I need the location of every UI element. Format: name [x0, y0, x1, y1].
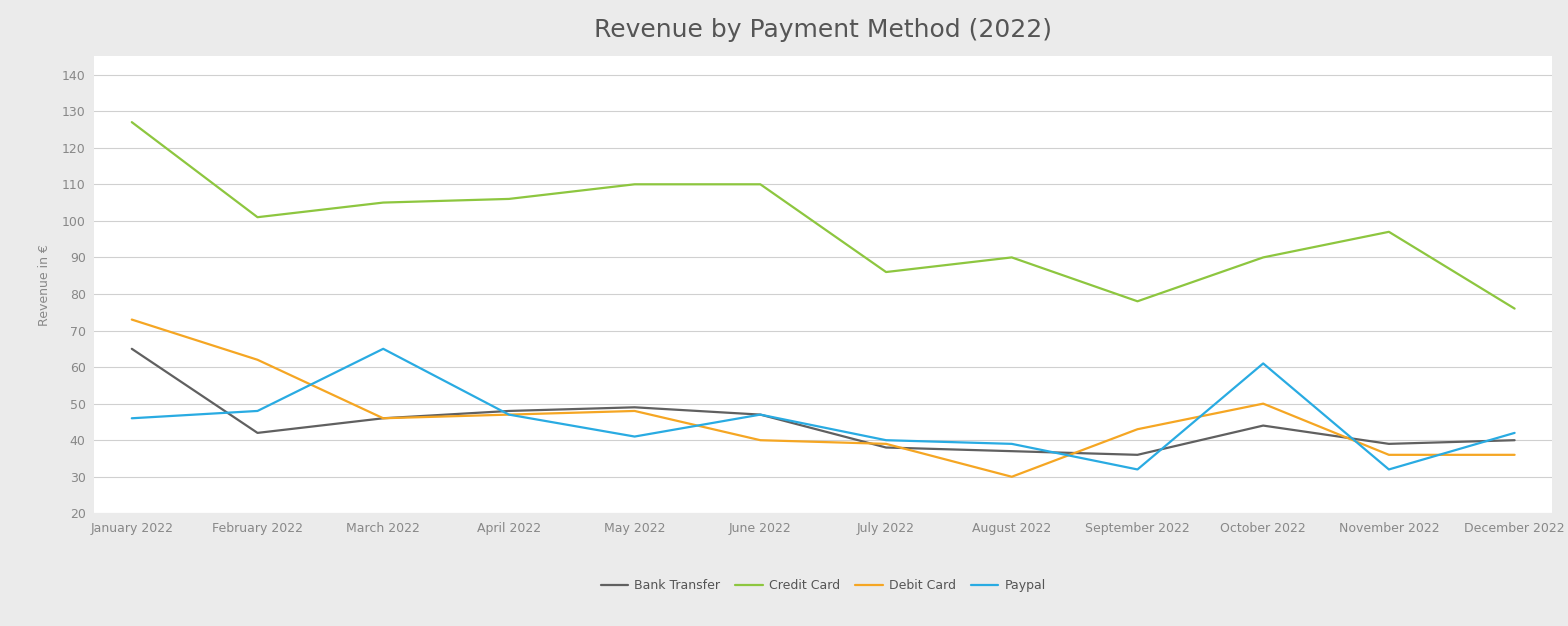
- Paypal: [248, 407, 267, 414]
- Credit Card: [1505, 305, 1524, 312]
- Bank Transfer: [1127, 451, 1146, 459]
- Paypal: [122, 414, 141, 422]
- Credit Card: [626, 180, 644, 188]
- Paypal: [751, 411, 770, 418]
- Credit Card: [751, 180, 770, 188]
- Paypal: [1002, 440, 1021, 448]
- Credit Card: [500, 195, 519, 203]
- Credit Card: [1127, 297, 1146, 305]
- Credit Card: [1002, 254, 1021, 261]
- Credit Card: [122, 118, 141, 126]
- Debit Card: [1127, 426, 1146, 433]
- Bank Transfer: [1254, 422, 1273, 429]
- Bank Transfer: [373, 414, 392, 422]
- Paypal: [373, 345, 392, 352]
- Debit Card: [626, 407, 644, 414]
- Line: Bank Transfer: Bank Transfer: [132, 349, 1515, 455]
- Paypal: [626, 433, 644, 440]
- Bank Transfer: [248, 429, 267, 437]
- Debit Card: [248, 356, 267, 364]
- Y-axis label: Revenue in €: Revenue in €: [38, 244, 50, 326]
- Legend: Bank Transfer, Credit Card, Debit Card, Paypal: Bank Transfer, Credit Card, Debit Card, …: [601, 579, 1046, 592]
- Debit Card: [877, 440, 895, 448]
- Bank Transfer: [1002, 448, 1021, 455]
- Credit Card: [373, 199, 392, 207]
- Bank Transfer: [122, 345, 141, 352]
- Credit Card: [877, 269, 895, 276]
- Bank Transfer: [877, 444, 895, 451]
- Debit Card: [122, 316, 141, 323]
- Debit Card: [1380, 451, 1399, 459]
- Bank Transfer: [751, 411, 770, 418]
- Line: Credit Card: Credit Card: [132, 122, 1515, 309]
- Credit Card: [248, 213, 267, 221]
- Credit Card: [1380, 228, 1399, 235]
- Debit Card: [500, 411, 519, 418]
- Bank Transfer: [1380, 440, 1399, 448]
- Bank Transfer: [626, 404, 644, 411]
- Paypal: [1254, 360, 1273, 367]
- Bank Transfer: [1505, 436, 1524, 444]
- Paypal: [1380, 466, 1399, 473]
- Debit Card: [1254, 400, 1273, 408]
- Paypal: [1127, 466, 1146, 473]
- Paypal: [1505, 429, 1524, 437]
- Debit Card: [751, 436, 770, 444]
- Paypal: [877, 436, 895, 444]
- Debit Card: [1505, 451, 1524, 459]
- Line: Paypal: Paypal: [132, 349, 1515, 470]
- Bank Transfer: [500, 407, 519, 414]
- Debit Card: [1002, 473, 1021, 481]
- Line: Debit Card: Debit Card: [132, 319, 1515, 477]
- Debit Card: [373, 414, 392, 422]
- Paypal: [500, 411, 519, 418]
- Title: Revenue by Payment Method (2022): Revenue by Payment Method (2022): [594, 18, 1052, 42]
- Credit Card: [1254, 254, 1273, 261]
